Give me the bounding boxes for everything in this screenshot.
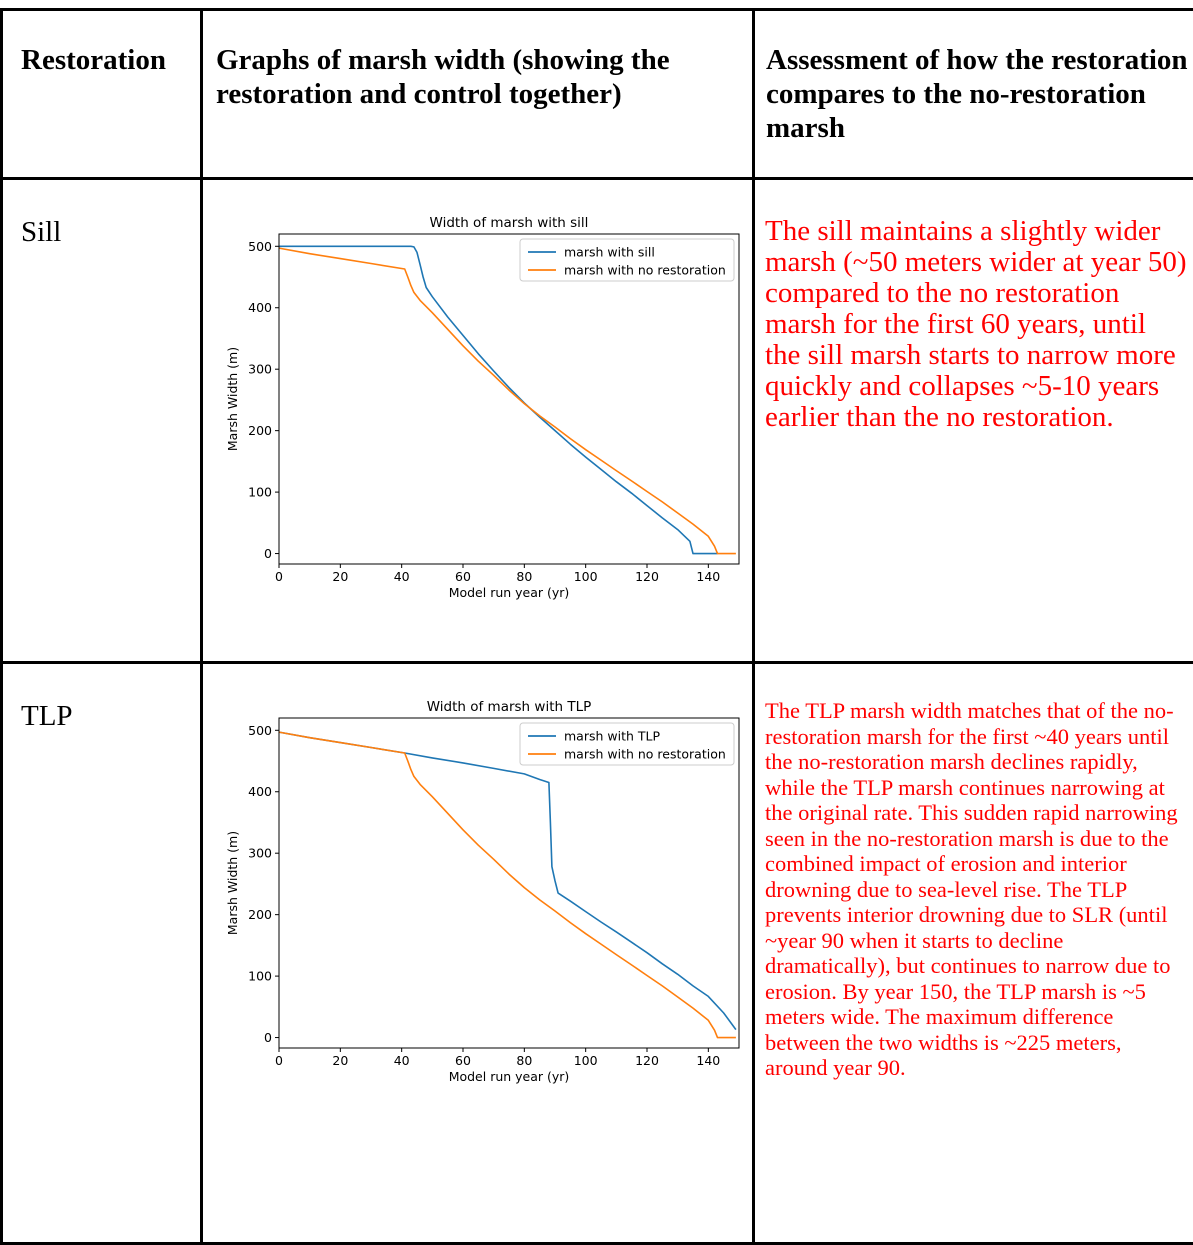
assessment-cell-sill: The sill maintains a slightly wider mars… — [752, 177, 1193, 664]
row-label-tlp: TLP — [21, 700, 73, 732]
chart-tlp: Width of marsh with TLP 0 20 40 60 80 100 120 14… — [225, 699, 740, 1084]
x-tick-label: 80 — [516, 1053, 532, 1068]
legend-label: marsh with no restoration — [564, 263, 726, 278]
x-tick-label: 40 — [394, 569, 410, 584]
y-tick-label: 300 — [248, 846, 272, 861]
restoration-table: Restoration Graphs of marsh width (showi… — [0, 8, 1193, 1245]
y-tick-label: 300 — [248, 362, 272, 377]
x-tick-label: 120 — [635, 1053, 659, 1068]
table-row: TLP Width of marsh with TLP 0 20 40 60 80 100 1… — [0, 661, 1193, 1245]
header-row: Restoration Graphs of marsh width (showi… — [0, 8, 1193, 180]
x-tick-label: 0 — [275, 1053, 283, 1068]
x-axis-label: Model run year (yr) — [449, 1069, 570, 1084]
table-row: Sill Width of marsh with sill 0 20 40 60 80 10… — [0, 177, 1193, 664]
y-tick-label: 500 — [248, 723, 272, 738]
y-tick-label: 500 — [248, 239, 272, 254]
legend-label: marsh with sill — [564, 245, 655, 260]
x-tick-label: 140 — [696, 569, 720, 584]
row-label-cell: Sill — [0, 177, 203, 664]
x-tick-label: 40 — [394, 1053, 410, 1068]
y-tick-label: 0 — [264, 1030, 272, 1045]
plot-frame — [278, 233, 740, 565]
y-tick-label: 0 — [264, 546, 272, 561]
assessment-tlp: The TLP marsh width matches that of the … — [765, 698, 1178, 1080]
chart-title: Width of marsh with sill — [430, 215, 589, 231]
series-line-1 — [279, 245, 718, 555]
x-tick-label: 140 — [696, 1053, 720, 1068]
y-tick-label: 200 — [248, 423, 272, 438]
x-tick-label: 60 — [455, 569, 471, 584]
x-tick-label: 100 — [574, 569, 598, 584]
series-line-2 — [278, 247, 736, 555]
y-axis-label: Marsh Width (m) — [225, 831, 240, 935]
assessment-sill: The sill maintains a slightly wider mars… — [765, 215, 1187, 433]
x-tick-label: 60 — [455, 1053, 471, 1068]
header-restoration: Restoration — [21, 44, 166, 76]
x-tick-label: 100 — [574, 1053, 598, 1068]
header-cell-graphs: Graphs of marsh width (showing the resto… — [200, 8, 755, 180]
x-tick-label: 120 — [635, 569, 659, 584]
legend-label: marsh with TLP — [564, 729, 660, 744]
y-tick-label: 200 — [248, 907, 272, 922]
header-cell-restoration: Restoration — [0, 8, 203, 180]
series-line-2 — [278, 731, 736, 1039]
x-tick-label: 20 — [332, 569, 348, 584]
y-tick-label: 400 — [248, 300, 272, 315]
y-tick-label: 400 — [248, 784, 272, 799]
assessment-cell-tlp: The TLP marsh width matches that of the … — [752, 661, 1193, 1245]
x-tick-label: 0 — [275, 569, 283, 584]
row-label-cell: TLP — [0, 661, 203, 1245]
plot-frame — [278, 717, 740, 1049]
legend-label: marsh with no restoration — [564, 747, 726, 762]
header-cell-assessment: Assessment of how the restoration compar… — [752, 8, 1193, 180]
header-graphs: Graphs of marsh width (showing the resto… — [216, 44, 670, 110]
chart-title: Width of marsh with TLP — [427, 699, 592, 715]
header-assessment: Assessment of how the restoration compar… — [766, 44, 1188, 144]
chart-sill: Width of marsh with sill 0 20 40 60 80 100 120 1… — [225, 215, 740, 600]
x-axis-label: Model run year (yr) — [449, 585, 570, 600]
chart-cell-tlp: Width of marsh with TLP 0 20 40 60 80 100 120 14… — [200, 661, 755, 1245]
y-tick-label: 100 — [248, 485, 272, 500]
legend-box — [519, 238, 735, 282]
legend-box — [519, 722, 735, 766]
series-line-1 — [278, 731, 737, 1031]
chart-cell-sill: Width of marsh with sill 0 20 40 60 80 100 120 1… — [200, 177, 755, 664]
x-tick-label: 20 — [332, 1053, 348, 1068]
y-axis-label: Marsh Width (m) — [225, 347, 240, 451]
row-label-sill: Sill — [21, 216, 62, 248]
x-tick-label: 80 — [516, 569, 532, 584]
y-tick-label: 100 — [248, 969, 272, 984]
